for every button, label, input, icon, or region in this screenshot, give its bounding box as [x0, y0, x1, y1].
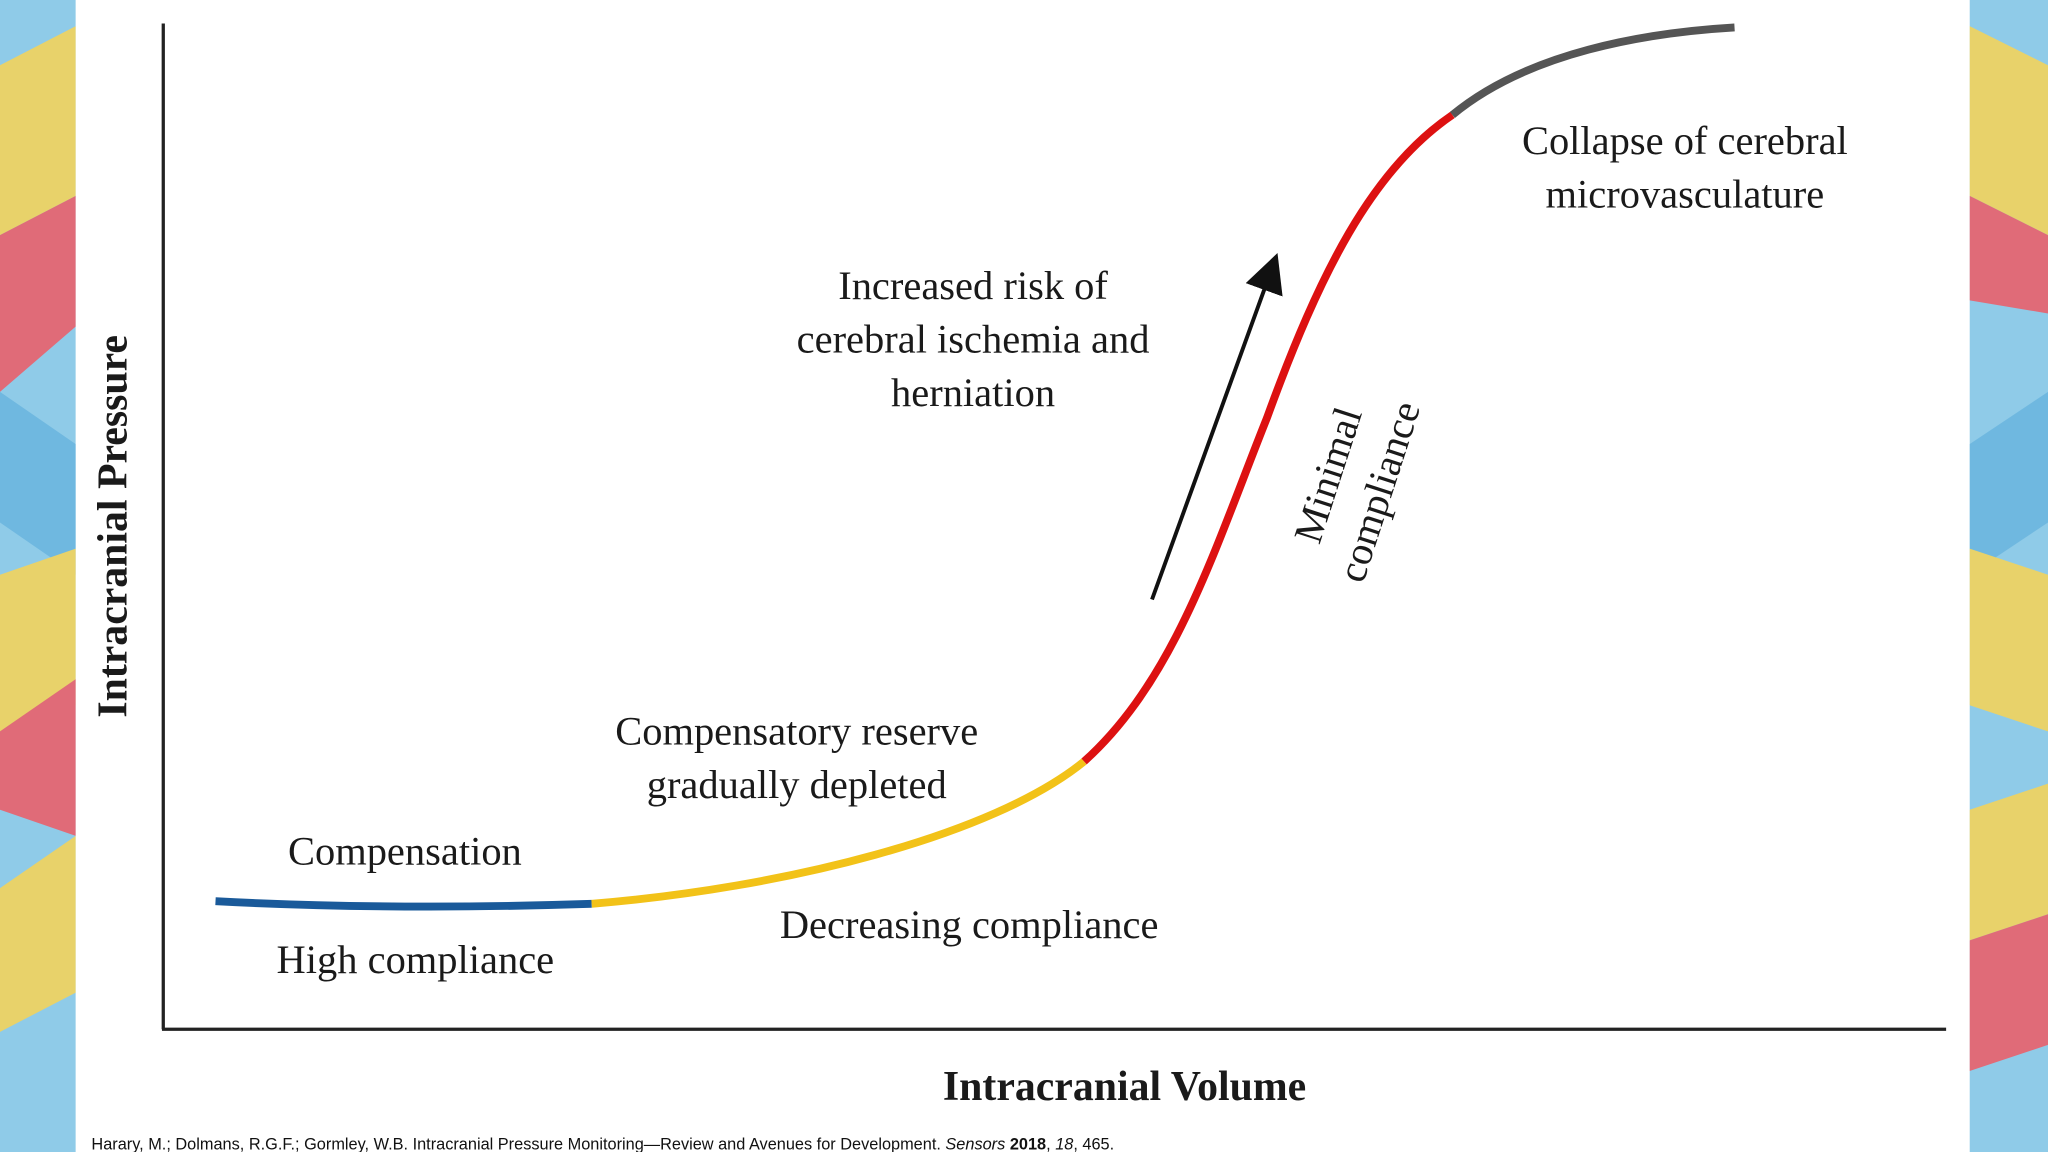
pressure-curve	[215, 23, 1735, 911]
text-line: gradually depleted	[647, 762, 947, 807]
x-axis-label: Intracranial Volume	[943, 1064, 1306, 1110]
annotation: Collapse of cerebral microvasculature	[1522, 118, 1848, 217]
citation: Harary, M.; Dolmans, R.G.F.; Gormley, W.…	[91, 1135, 1114, 1152]
annotation: Decreasing compliance	[780, 902, 1159, 947]
annotation: Compensatory reserve gradually depleted	[615, 708, 978, 807]
curve-blue	[215, 897, 592, 911]
text-line: Increased risk of	[838, 263, 1108, 308]
text-line: 18	[1055, 1135, 1073, 1152]
text-line: Compensatory reserve	[615, 708, 978, 753]
curve-gray	[1449, 23, 1735, 118]
curve-yellow	[591, 758, 1087, 908]
content-area	[75, 0, 1970, 1152]
side-pattern-right	[1969, 0, 2048, 1152]
text-line: herniation	[891, 370, 1055, 415]
side-pattern-left	[0, 0, 76, 1152]
annotation: Compensation	[288, 829, 522, 874]
y-axis-label: Intracranial Pressure	[91, 335, 137, 718]
text-line: Harary, M.; Dolmans, R.G.F.; Gormley, W.…	[91, 1135, 945, 1152]
curve-red	[1081, 111, 1455, 765]
annotation: High compliance	[277, 937, 555, 982]
text-line: cerebral ischemia and	[797, 317, 1150, 362]
text-line: ,	[1046, 1135, 1055, 1152]
text-line: 2018	[1010, 1135, 1046, 1152]
text-line: microvasculature	[1546, 172, 1825, 217]
text-line: Sensors	[945, 1135, 1005, 1152]
text-line: Collapse of cerebral	[1522, 118, 1848, 163]
text-line: , 465.	[1073, 1135, 1114, 1152]
annotation: Increased risk of cerebral ischemia and he…	[797, 263, 1150, 415]
arrow	[1150, 253, 1283, 601]
